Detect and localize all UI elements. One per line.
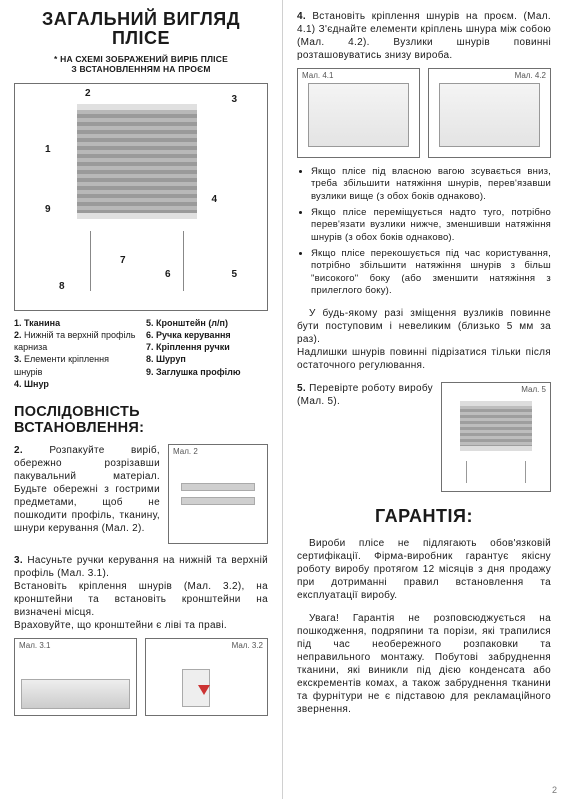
subtitle-line1: * НА СХЕМІ ЗОБРАЖЕНИЙ ВИРІБ ПЛІСЕ xyxy=(54,54,228,64)
figure-4-2: Мал. 4.2 xyxy=(428,68,551,158)
legend-col-b: 5. Кронштейн (л/п) 6. Ручка керування 7.… xyxy=(146,317,268,390)
instruction-page: ЗАГАЛЬНИЙ ВИГЛЯД ПЛІСЕ * НА СХЕМІ ЗОБРАЖ… xyxy=(0,0,565,799)
figure-3-2-label: Мал. 3.2 xyxy=(232,641,263,650)
figure-2-label: Мал. 2 xyxy=(173,447,198,456)
fig42-graphic xyxy=(439,83,540,147)
figures-4-row: Мал. 4.1 Мал. 4.2 xyxy=(297,68,551,158)
legend-9: 9. Заглушка профілю xyxy=(146,366,268,378)
warranty-p2: Увага! Гарантія не розповсюджується на п… xyxy=(297,612,551,716)
legend-5: 5. Кронштейн (л/п) xyxy=(146,317,268,329)
callout-4: 4 xyxy=(211,194,217,205)
page-number: 2 xyxy=(552,785,557,795)
step-4-text: 4. Встановіть кріплення шнурів на проєм.… xyxy=(297,10,551,62)
legend-6: 6. Ручка керування xyxy=(146,329,268,341)
overview-diagram: 1 2 3 4 5 6 7 8 9 xyxy=(14,83,268,311)
section-heading-install: ПОСЛІДОВНІСТЬ ВСТАНОВЛЕННЯ: xyxy=(14,404,268,436)
fig2-graphic xyxy=(181,483,255,491)
fig5-shade xyxy=(460,401,532,451)
warranty-p1: Вироби плісе не підлягають обов'язковій … xyxy=(297,537,551,602)
callout-1: 1 xyxy=(45,144,51,155)
subtitle-line2: З ВСТАНОВЛЕННЯМ НА ПРОЄМ xyxy=(71,64,210,74)
legend-4: 4. Шнур xyxy=(14,378,136,390)
figure-4-2-label: Мал. 4.2 xyxy=(515,71,546,80)
legend-1: 1. Тканина xyxy=(14,317,136,329)
step-2-row: 2. Розпакуйте виріб, обережно розрізавши… xyxy=(14,444,268,544)
callout-2: 2 xyxy=(85,88,91,99)
legend-2: 2. Нижній та верхній профіль карниза xyxy=(14,329,136,353)
cord-graphic xyxy=(90,231,91,291)
figure-2: Мал. 2 xyxy=(168,444,268,544)
fig31-graphic xyxy=(21,679,130,709)
fig2-graphic xyxy=(181,497,255,505)
legend-7: 7. Кріплення ручки xyxy=(146,341,268,353)
figure-3-1-label: Мал. 3.1 xyxy=(19,641,50,650)
fig5-cord xyxy=(466,461,467,483)
figure-3-1: Мал. 3.1 xyxy=(14,638,137,716)
cord-graphic xyxy=(183,231,184,291)
arrow-icon xyxy=(198,685,210,695)
fig41-graphic xyxy=(308,83,409,147)
bullet-1: Якщо плісе під власною вагою зсувається … xyxy=(311,166,551,203)
note-a: У будь-якому разі зміщення вузликів пови… xyxy=(297,307,551,346)
figures-3-row: Мал. 3.1 Мал. 3.2 xyxy=(14,638,268,716)
fig5-cord xyxy=(525,461,526,483)
right-column: 4. Встановіть кріплення шнурів на проєм.… xyxy=(283,0,565,799)
figure-4-1: Мал. 4.1 xyxy=(297,68,420,158)
figure-5: Мал. 5 xyxy=(441,382,551,492)
bullet-2: Якщо плісе переміщується надто туго, пот… xyxy=(311,207,551,244)
figure-5-label: Мал. 5 xyxy=(521,385,546,394)
callout-3: 3 xyxy=(231,94,237,105)
legend-8: 8. Шуруп xyxy=(146,353,268,365)
step-3-text: 3. Насуньте ручки керування на нижній та… xyxy=(14,554,268,632)
legend: 1. Тканина 2. Нижній та верхній профіль … xyxy=(14,317,268,390)
callout-6: 6 xyxy=(165,269,171,280)
subtitle: * НА СХЕМІ ЗОБРАЖЕНИЙ ВИРІБ ПЛІСЕ З ВСТА… xyxy=(54,54,228,75)
step-5-text: 5. Перевірте роботу виробу (Мал. 5). xyxy=(297,382,433,408)
step-2-text: 2. Розпакуйте виріб, обережно розрізавши… xyxy=(14,444,160,535)
legend-3: 3. Елементи кріплення шнурів xyxy=(14,353,136,377)
main-title: ЗАГАЛЬНИЙ ВИГЛЯД ПЛІСЕ xyxy=(14,10,268,48)
bullet-3: Якщо плісе перекошується під час користу… xyxy=(311,248,551,297)
callout-7: 7 xyxy=(120,255,126,266)
left-column: ЗАГАЛЬНИЙ ВИГЛЯД ПЛІСЕ * НА СХЕМІ ЗОБРАЖ… xyxy=(0,0,283,799)
pleated-shade-graphic xyxy=(77,104,197,219)
callout-8: 8 xyxy=(59,281,65,292)
adjustment-bullets: Якщо плісе під власною вагою зсувається … xyxy=(297,166,551,301)
step-5-row: 5. Перевірте роботу виробу (Мал. 5). Мал… xyxy=(297,382,551,492)
legend-col-a: 1. Тканина 2. Нижній та верхній профіль … xyxy=(14,317,136,390)
figure-4-1-label: Мал. 4.1 xyxy=(302,71,333,80)
note-b: Надлишки шнурів повинні підрізатися тіль… xyxy=(297,346,551,372)
callout-9: 9 xyxy=(45,204,51,215)
warranty-heading: ГАРАНТІЯ: xyxy=(297,506,551,527)
callout-5: 5 xyxy=(231,269,237,280)
figure-3-2: Мал. 3.2 xyxy=(145,638,268,716)
